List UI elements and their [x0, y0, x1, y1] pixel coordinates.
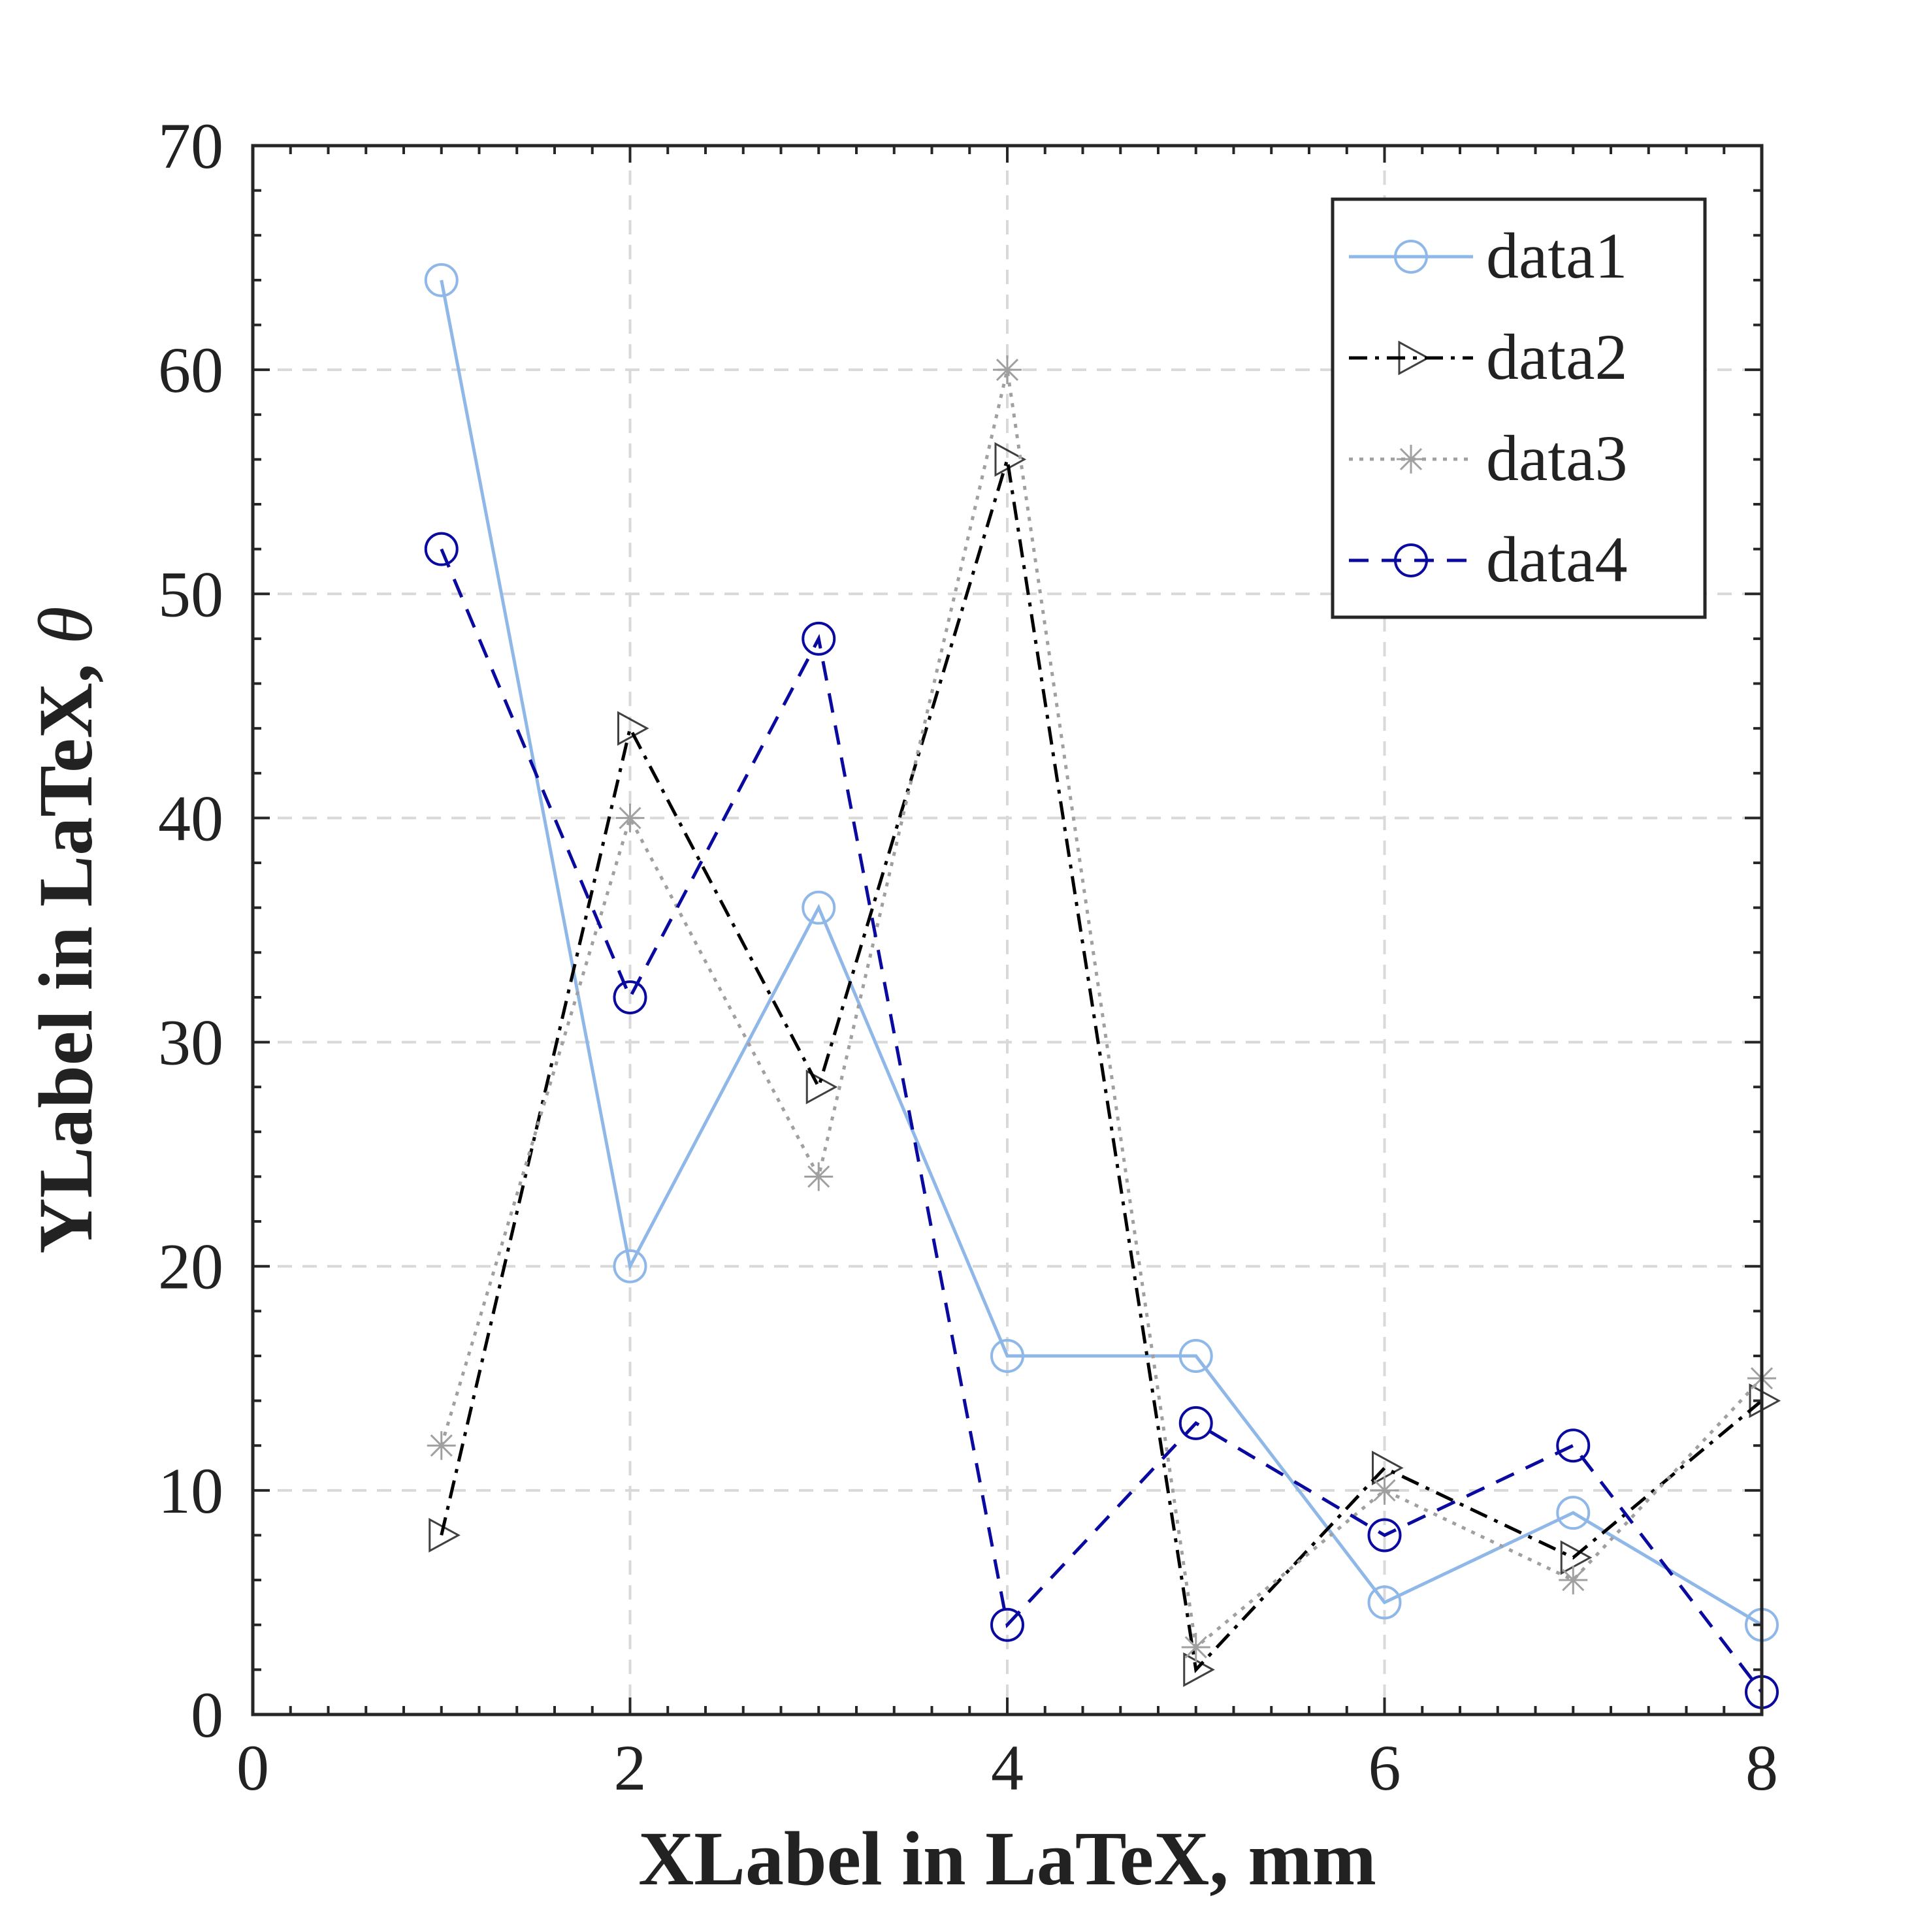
- y-tick-label: 30: [158, 1006, 223, 1079]
- data-point-marker: [1394, 240, 1428, 274]
- data-point-marker: [1397, 445, 1425, 474]
- data-point-marker: [1367, 1585, 1402, 1620]
- y-axis-title-symbol: θ: [23, 606, 108, 644]
- y-tick-labels: 0 10 20 30 40 50 60 70: [158, 110, 223, 1751]
- data-point-marker: [990, 1607, 1024, 1642]
- x-tick-label: 4: [991, 1731, 1024, 1804]
- data-point-marker: [1559, 1566, 1588, 1595]
- legend-label: data4: [1486, 523, 1628, 596]
- data-point-marker: [615, 803, 645, 833]
- series-data1: [424, 263, 1779, 1642]
- legend-item-data4: data4: [1349, 523, 1628, 596]
- x-axis-title: XLabel in LaTeX, mm: [638, 1816, 1376, 1901]
- data-point-marker: [1556, 1496, 1591, 1530]
- data-point-marker: [613, 1249, 647, 1283]
- x-tick-label: 8: [1745, 1731, 1778, 1804]
- data-point-marker: [424, 532, 459, 566]
- series-line: [440, 369, 1763, 1650]
- legend-item-data3: data3: [1349, 422, 1628, 494]
- legend-box: [1331, 197, 1707, 619]
- y-tick-label: 50: [158, 558, 223, 630]
- data-point-marker: [424, 263, 459, 297]
- data-point-marker: [1370, 1475, 1399, 1505]
- data-point-marker: [1372, 1451, 1404, 1486]
- y-tick-label: 70: [158, 110, 223, 182]
- data-point-marker: [1398, 340, 1431, 376]
- legend-item-data1: data1: [1349, 219, 1628, 292]
- x-tick-label: 0: [236, 1731, 269, 1804]
- data-point-marker: [805, 1069, 838, 1104]
- series-data4: [424, 532, 1779, 1709]
- legend-label: data2: [1486, 321, 1628, 393]
- y-axis-title-text: YLabel in LaTeX,: [23, 644, 108, 1253]
- data-point-marker: [990, 1338, 1024, 1373]
- data-point-marker: [1367, 1518, 1402, 1553]
- legend-label: data1: [1486, 219, 1628, 292]
- legend-label: data3: [1486, 422, 1628, 494]
- data-point-marker: [802, 890, 836, 925]
- y-axis-title: YLabel in LaTeX, θ: [23, 606, 108, 1253]
- series-data2: [429, 442, 1781, 1687]
- data-point-marker: [993, 355, 1022, 385]
- data-point-marker: [617, 711, 649, 746]
- data-point-marker: [429, 1517, 461, 1553]
- legend-item-data2: data2: [1349, 321, 1628, 393]
- axes: [251, 144, 1764, 1716]
- x-tick-label: 6: [1369, 1731, 1401, 1804]
- x-tick-labels: 0 2 4 6 8: [236, 1731, 1778, 1804]
- data-point-marker: [1560, 1540, 1593, 1575]
- data-point-marker: [1181, 1633, 1210, 1662]
- data-point-marker: [1178, 1406, 1213, 1440]
- x-tick-label: 2: [614, 1731, 647, 1804]
- series-line: [440, 459, 1763, 1673]
- data-point-marker: [613, 980, 647, 1014]
- series-line: [440, 280, 1763, 1626]
- y-tick-label: 20: [158, 1231, 223, 1303]
- y-tick-label: 0: [191, 1679, 223, 1751]
- data-point-marker: [994, 442, 1027, 477]
- data-point-marker: [1178, 1338, 1213, 1373]
- y-tick-label: 60: [158, 334, 223, 406]
- data-point-marker: [1749, 1383, 1781, 1419]
- y-tick-label: 40: [158, 782, 223, 854]
- data-point-marker: [1183, 1652, 1215, 1687]
- data-point-marker: [1556, 1428, 1591, 1463]
- data-point-marker: [427, 1431, 456, 1460]
- legend: data1 data2 data3 data4: [1331, 197, 1707, 619]
- data-point-marker: [804, 1162, 834, 1191]
- data-point-marker: [1394, 543, 1428, 577]
- series-data3: [427, 355, 1776, 1662]
- series-lines: [424, 263, 1781, 1709]
- data-point-marker: [802, 621, 836, 656]
- series-line: [440, 548, 1763, 1694]
- y-tick-label: 10: [158, 1455, 223, 1527]
